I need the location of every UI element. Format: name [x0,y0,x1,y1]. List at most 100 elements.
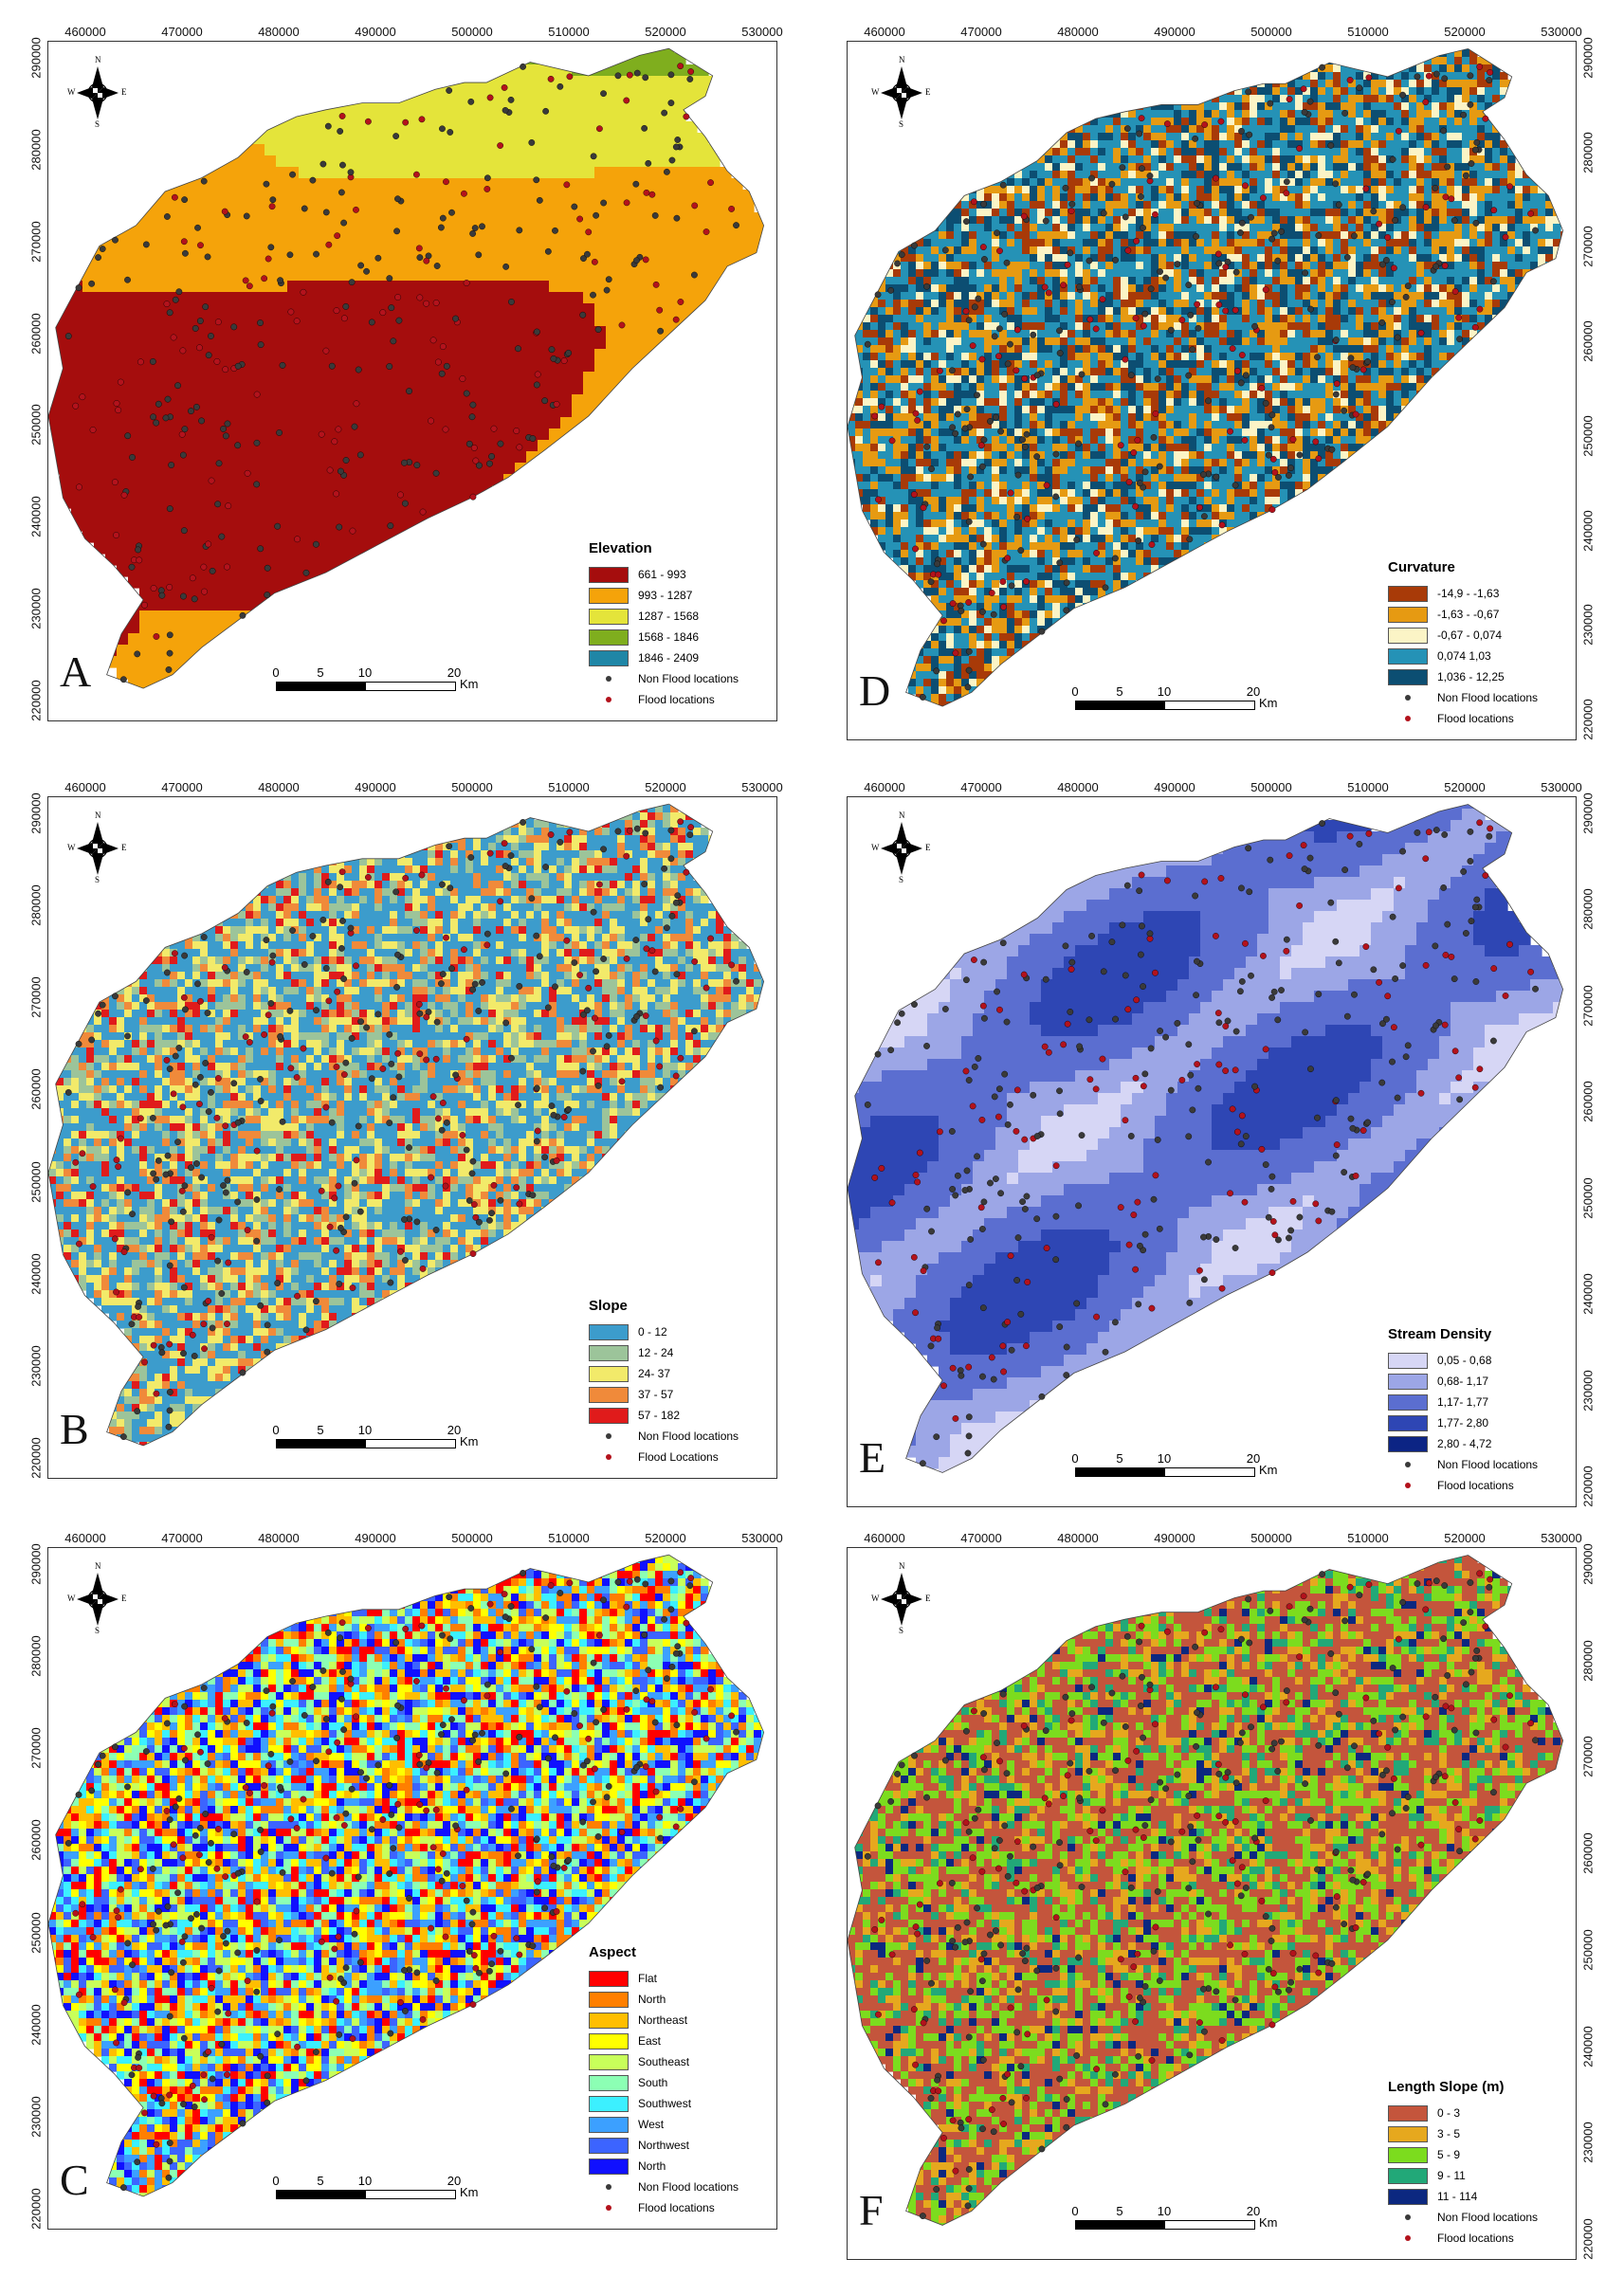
x-tick-label: 500000 [451,780,492,794]
legend-label: Non Flood locations [1437,2211,1538,2224]
x-tick-label: 500000 [451,1531,492,1545]
map-panel-c: N S W E C Aspect Flat North Northeast East So… [47,1547,777,2230]
x-tick-label: 460000 [864,1531,904,1545]
y-tick-label: 220000 [1581,699,1596,739]
legend-item: 1287 - 1568 [589,606,739,627]
x-tick-label: 520000 [1444,1531,1485,1545]
y-tick-label: 250000 [1581,415,1596,456]
legend-swatch [1388,1414,1428,1431]
legend-item: 0 - 3 [1388,2103,1538,2123]
legend-swatch [1388,1373,1428,1390]
legend-swatch [1388,2146,1428,2163]
north-arrow-icon: N S W E [67,811,128,886]
legend-item: 57 - 182 [589,1405,739,1426]
raster-layer [48,805,764,1446]
compass-w: W [871,843,880,852]
compass-e: E [925,1594,931,1603]
scale-bar-label: 0 [272,1423,279,1437]
legend-item: Southeast [589,2051,739,2072]
legend-label: 0,074 1,03 [1437,649,1491,663]
x-tick-label: 520000 [645,780,685,794]
scale-bar: 0 5 10 20 Km [272,2174,479,2199]
compass-s: S [95,119,100,129]
x-tick-label: 470000 [960,780,1001,794]
legend-swatch [1388,2167,1428,2184]
non-flood-point-icon [589,1433,629,1439]
map-panel-f: N S W E F Length Slope (m) 0 - 3 3 - 5 5 - 9 … [847,1547,1577,2260]
legend-item: 3 - 5 [1388,2123,1538,2144]
y-tick-label: 240000 [1581,2026,1596,2067]
legend-label: 0,05 - 0,68 [1437,1354,1491,1367]
y-tick-label: 260000 [1581,1832,1596,1873]
map-canvas [48,803,765,1447]
scale-bar-label: 5 [317,2174,323,2188]
y-tick-label: 220000 [29,1437,44,1478]
legend-item-non-flood: Non Flood locations [1388,687,1538,708]
scale-bar-label: 10 [358,1423,372,1437]
north-arrow-icon: N S W E [871,811,932,886]
legend-label: Non Flood locations [1437,691,1538,704]
legend-item-non-flood: Non Flood locations [589,1426,739,1447]
legend-label: 9 - 11 [1437,2169,1466,2182]
y-tick-label: 250000 [1581,1929,1596,1970]
legend-item: Southwest [589,2093,739,2114]
map-canvas [848,47,1564,707]
legend: Aspect Flat North Northeast East Southea… [589,1944,739,2218]
legend-swatch [1388,627,1428,644]
legend-title: Aspect [589,1944,739,1960]
x-tick-label: 480000 [258,1531,299,1545]
scale-bar: 0 5 10 20 Km [1071,2204,1278,2230]
legend-swatch [589,2158,629,2175]
x-tick-label: 490000 [355,780,395,794]
legend-label: West [638,2118,664,2131]
legend-label: North [638,2159,666,2173]
x-tick-label: 530000 [741,1531,782,1545]
y-tick-label: 260000 [29,313,44,354]
panel-letter: C [60,2155,89,2205]
x-tick-label: 470000 [960,25,1001,39]
legend-swatch [589,1970,629,1987]
y-tick-label: 230000 [1581,1370,1596,1411]
y-tick-label: 270000 [29,221,44,262]
legend-label: South [638,2076,667,2089]
panel-letter: A [60,647,91,697]
legend-label: 1,036 - 12,25 [1437,670,1505,683]
legend-swatch [1388,647,1428,665]
compass-n: N [899,1561,905,1571]
legend-label: Southwest [638,2097,691,2110]
legend-swatch [589,628,629,646]
y-tick-label: 230000 [29,588,44,628]
legend-label: Non Flood locations [1437,1458,1538,1471]
north-arrow-icon: N S W E [67,1561,128,1637]
legend-swatch [589,608,629,625]
y-tick-label: 290000 [29,1543,44,1584]
legend-swatch [589,1386,629,1403]
y-tick-label: 290000 [29,37,44,78]
x-tick-label: 510000 [1347,25,1388,39]
y-tick-label: 280000 [1581,1640,1596,1681]
y-tick-label: 230000 [29,2096,44,2137]
legend-swatch [1388,1394,1428,1411]
legend-item: 1568 - 1846 [589,627,739,647]
legend-label: 1568 - 1846 [638,630,699,644]
scale-bar-unit: Km [1259,696,1278,710]
scale-bar-label: 5 [1116,1451,1122,1466]
legend-item: 0 - 12 [589,1321,739,1342]
x-tick-label: 510000 [1347,780,1388,794]
scale-bar-label: 0 [272,2174,279,2188]
legend-label: Flat [638,1972,657,1985]
legend-title: Stream Density [1388,1326,1538,1342]
x-tick-label: 520000 [645,25,685,39]
legend-item: 1,036 - 12,25 [1388,666,1538,687]
y-tick-label: 220000 [1581,1466,1596,1506]
scale-bar-label: 5 [1116,2204,1122,2218]
map-panel-d: N S W E D Curvature -14,9 - -1,63 -1,63 - -0,… [847,41,1577,740]
map-panel-b: N S W E B Slope 0 - 12 12 - 24 24- 37 37 - 57… [47,796,777,1479]
y-tick-label: 260000 [29,1820,44,1861]
legend-swatch [589,2116,629,2133]
scale-bar-label: 20 [1247,2204,1260,2218]
non-flood-point-icon [1388,2214,1428,2220]
y-tick-label: 230000 [29,1345,44,1386]
x-tick-label: 500000 [451,25,492,39]
x-tick-label: 470000 [161,25,202,39]
